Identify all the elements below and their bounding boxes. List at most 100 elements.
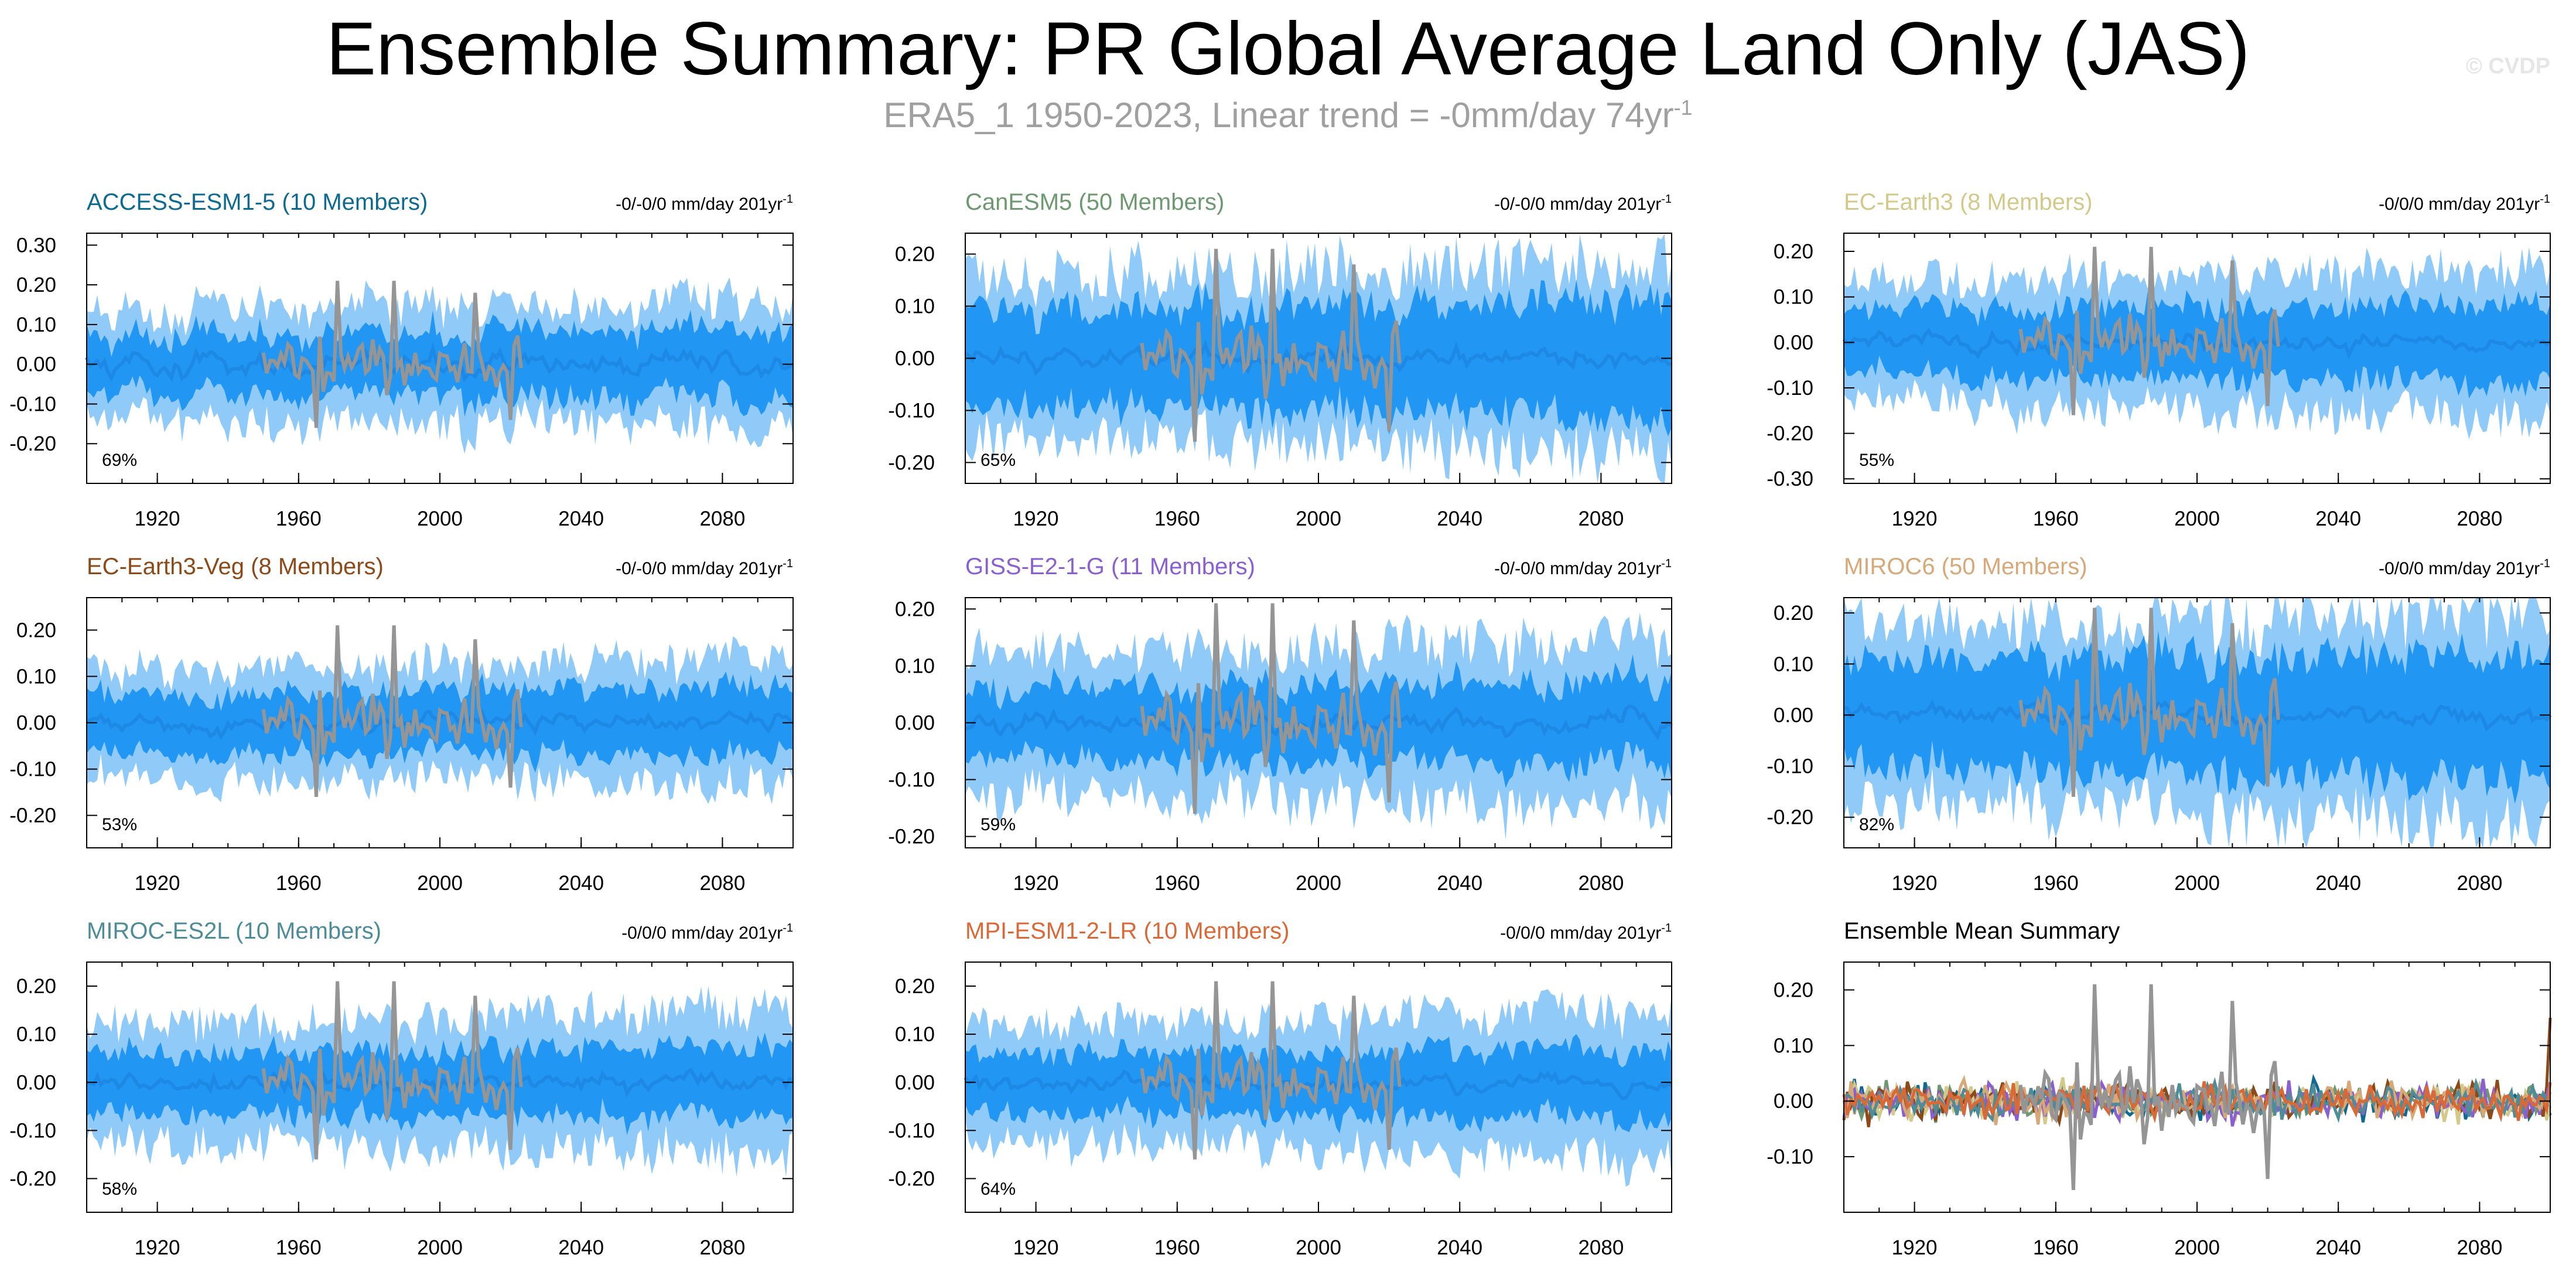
percent-label: 65% (980, 451, 1016, 470)
x-tick-label: 1960 (1154, 507, 1200, 530)
ensemble-mean-series-line (1842, 1017, 2552, 1128)
y-tick-label: -0.10 (888, 1119, 935, 1142)
observed-series-line (1140, 981, 1402, 1160)
percent-label: 64% (980, 1179, 1016, 1199)
y-tick-label: 0.00 (1774, 331, 1813, 354)
x-tick-label: 2080 (2457, 507, 2502, 530)
y-tick-label: -0.20 (888, 451, 935, 474)
y-tick-label: 0.20 (895, 598, 935, 620)
y-tick-label: 0.20 (1774, 978, 1813, 1001)
y-tick-label: -0.10 (888, 399, 935, 422)
x-tick-label: 2040 (558, 872, 604, 895)
trend-superscript: -1 (783, 193, 793, 206)
ensemble-mean-line (86, 1068, 794, 1098)
y-tick-label: 0.30 (16, 234, 56, 257)
y-tick-label: 0.10 (1774, 286, 1813, 309)
percent-label: 82% (1859, 815, 1894, 834)
y-tick-label: 0.00 (16, 353, 56, 376)
cvdp-watermark: © CVDP (2465, 54, 2550, 79)
x-tick-label: 2040 (558, 507, 604, 530)
y-tick-label: 0.10 (16, 665, 56, 688)
observed-series-line (261, 981, 523, 1160)
x-tick-label: 2000 (1296, 507, 1341, 530)
percent-label: 55% (1859, 451, 1894, 470)
x-tick-label: 2080 (1578, 872, 1624, 895)
panel-title: Ensemble Mean Summary (1844, 918, 2120, 944)
observed-series-line (2018, 608, 2280, 797)
trend-superscript: -1 (783, 922, 793, 935)
y-tick-label: 0.20 (16, 619, 56, 642)
panel-trend: -0/0/0 mm/day 201yr-1 (621, 922, 793, 943)
y-tick-label: -0.20 (1767, 806, 1813, 829)
y-tick-label: 0.00 (1774, 704, 1813, 727)
subtitle-superscript: -1 (1673, 96, 1693, 120)
percent-label: 59% (980, 815, 1016, 834)
x-tick-label: 2080 (1578, 507, 1624, 530)
x-tick-label: 1960 (1154, 1236, 1200, 1259)
x-tick-label: 2080 (699, 507, 745, 530)
y-tick-label: 0.20 (16, 274, 56, 296)
y-tick-label: -0.20 (888, 1168, 935, 1191)
y-tick-label: -0.20 (9, 432, 56, 455)
x-tick-label: 2000 (2174, 507, 2220, 530)
x-tick-label: 1960 (1154, 872, 1200, 895)
x-tick-label: 1920 (135, 872, 180, 895)
y-tick-label: -0.20 (9, 1168, 56, 1191)
chart-panel: Ensemble Mean Summary 1920 1960 2000 2040 208… (1767, 918, 2552, 1259)
x-tick-label: 1960 (276, 1236, 322, 1259)
y-tick-label: -0.10 (9, 393, 56, 415)
y-tick-label: -0.10 (1767, 377, 1813, 400)
observed-series-line (2018, 984, 2280, 1191)
x-tick-label: 2000 (2174, 872, 2220, 895)
observed-series-line (261, 625, 523, 797)
y-tick-label: 0.10 (1774, 1034, 1813, 1057)
y-tick-label: -0.20 (9, 804, 56, 827)
x-tick-label: 1920 (1892, 1236, 1938, 1259)
panel-title: ACCESS-ESM1-5 (10 Members) (87, 189, 428, 215)
x-tick-label: 1920 (135, 507, 180, 530)
chart-panel: CanESM5 (50 Members) -0/-0/0 mm/day 201yr… (888, 189, 1672, 530)
trend-superscript: -1 (2540, 193, 2550, 206)
y-tick-label: 0.10 (895, 295, 935, 318)
x-tick-label: 1920 (1013, 507, 1059, 530)
y-tick-label: 0.00 (16, 712, 56, 735)
x-tick-label: 1960 (276, 872, 322, 895)
chart-panel: ACCESS-ESM1-5 (10 Members) -0/-0/0 mm/day… (9, 189, 794, 530)
y-tick-label: 0.00 (895, 347, 935, 370)
y-tick-label: 0.20 (1774, 602, 1813, 625)
y-tick-label: 0.10 (895, 654, 935, 677)
percent-label: 58% (102, 1179, 137, 1199)
x-tick-label: 2080 (699, 872, 745, 895)
x-tick-label: 2040 (2315, 872, 2361, 895)
x-tick-label: 1920 (135, 1236, 180, 1259)
y-tick-label: -0.10 (1767, 755, 1813, 778)
y-tick-label: 0.10 (1774, 653, 1813, 676)
chart-panel: MPI-ESM1-2-LR (10 Members) -0/0/0 mm/day … (888, 918, 1673, 1259)
x-tick-label: 2080 (1578, 1236, 1624, 1259)
panel-trend: -0/0/0 mm/day 201yr-1 (1500, 922, 1672, 943)
chart-panel: EC-Earth3-Veg (8 Members) -0/-0/0 mm/day … (9, 554, 794, 895)
panel-title: EC-Earth3-Veg (8 Members) (87, 554, 384, 579)
panel-title: CanESM5 (50 Members) (965, 189, 1224, 215)
y-tick-label: 0.00 (1774, 1090, 1813, 1113)
y-tick-label: -0.10 (9, 758, 56, 781)
y-tick-label: 0.20 (895, 243, 935, 266)
panel-trend: -0/-0/0 mm/day 201yr-1 (616, 193, 793, 214)
y-tick-label: -0.10 (1767, 1145, 1813, 1168)
y-tick-label: 0.10 (16, 1023, 56, 1046)
y-tick-label: 0.10 (16, 313, 56, 336)
panel-trend: -0/0/0 mm/day 201yr-1 (2379, 557, 2550, 578)
panel-trend: -0/-0/0 mm/day 201yr-1 (1494, 193, 1672, 214)
y-tick-label: 0.00 (895, 712, 935, 735)
y-tick-label: -0.10 (888, 769, 935, 792)
x-tick-label: 1960 (2033, 507, 2079, 530)
x-tick-label: 2000 (2174, 1236, 2220, 1259)
x-tick-label: 2040 (558, 1236, 604, 1259)
trend-superscript: -1 (2540, 557, 2550, 570)
observed-series-line (2018, 247, 2280, 415)
main-title: Ensemble Summary: PR Global Average Land… (326, 7, 2250, 91)
y-tick-label: -0.20 (1767, 422, 1813, 445)
ensemble-mean-series-line (1842, 1079, 2552, 1124)
x-tick-label: 1920 (1013, 1236, 1059, 1259)
